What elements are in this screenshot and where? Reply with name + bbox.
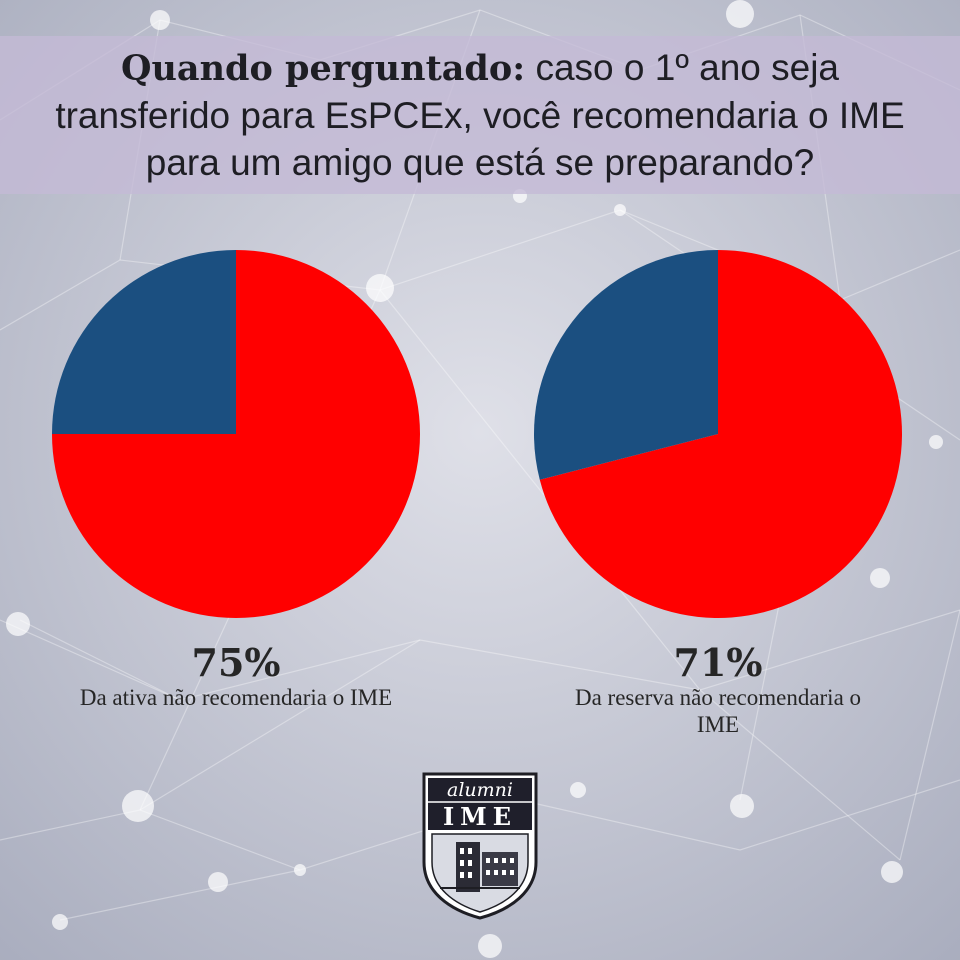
pie-2-percent-label: 71% (673, 640, 763, 685)
pie-1-percent-label: 75% (191, 640, 281, 685)
pie-2-slice-2 (534, 250, 718, 480)
header-band (0, 36, 960, 194)
pie-1-slice-2 (52, 250, 236, 434)
pie-2-slice-1 (539, 250, 902, 618)
pie-2-caption: Da reserva não recomendaria o IME (574, 685, 862, 737)
alumni-ime-logo: alumni IME (422, 772, 538, 920)
pie-1-caption: Da ativa não recomendaria o IME (79, 685, 393, 710)
question-text: caso o 1º ano seja transferido para EsPC… (55, 47, 905, 183)
question-lead: Quando perguntado: (120, 48, 526, 89)
logo-alumni-text: alumni (447, 779, 513, 801)
building-crest-icon (431, 833, 529, 913)
survey-question: Quando perguntado: caso o 1º ano seja tr… (40, 44, 920, 186)
logo-ime-text: IME (443, 802, 517, 831)
